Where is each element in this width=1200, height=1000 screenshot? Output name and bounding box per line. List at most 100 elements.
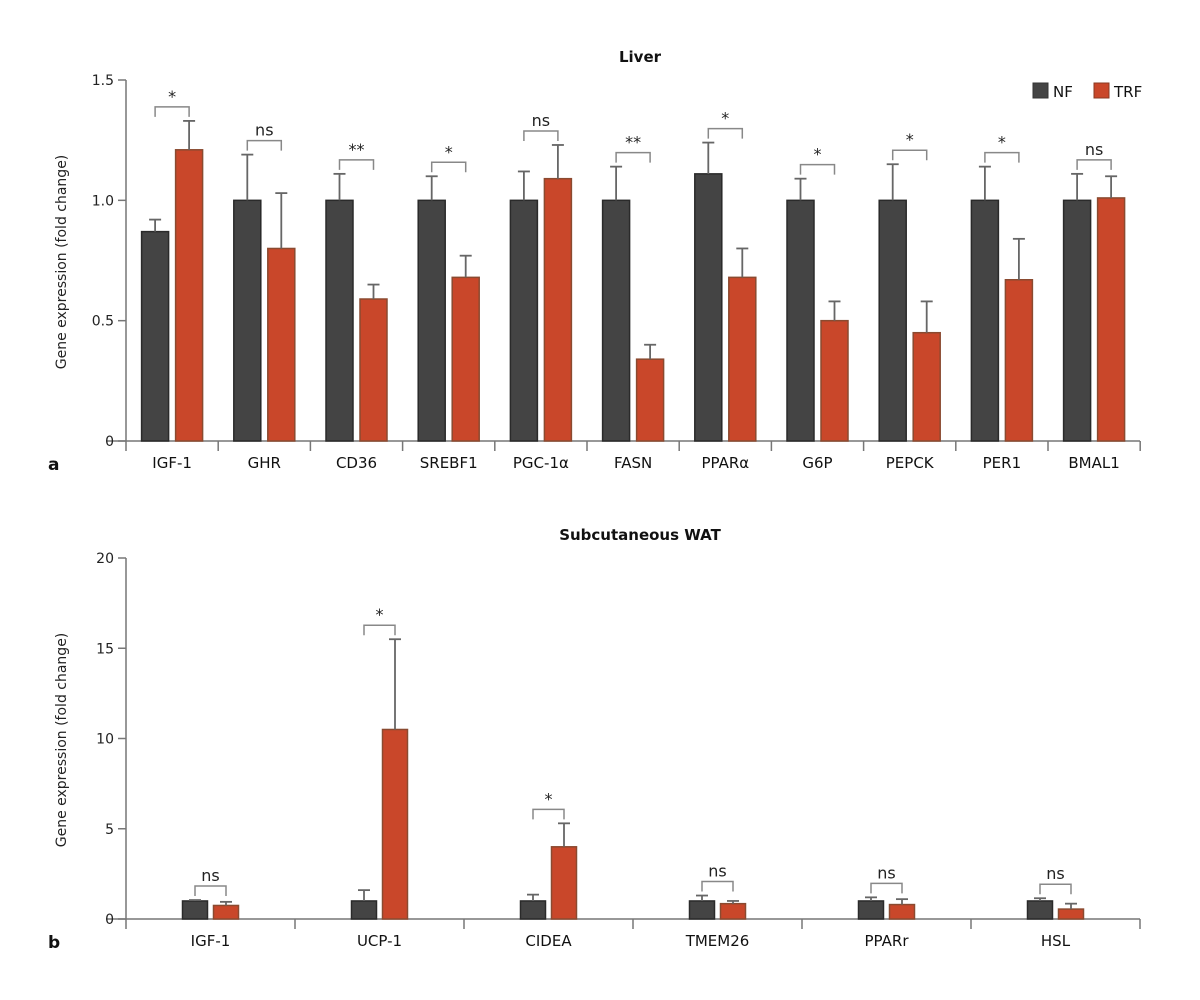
bar-trf bbox=[719, 902, 747, 920]
legend-label-trf: TRF bbox=[1113, 83, 1142, 101]
significance-label: ** bbox=[625, 133, 641, 152]
bar-nf bbox=[325, 199, 354, 442]
significance-label: ns bbox=[1085, 140, 1103, 159]
bar-nf bbox=[970, 199, 1000, 442]
significance-label: * bbox=[721, 109, 729, 128]
x-tick-label: CIDEA bbox=[525, 932, 572, 950]
significance-label: ns bbox=[201, 866, 219, 885]
x-tick-label: UCP-1 bbox=[357, 932, 402, 950]
y-tick-label: 0.5 bbox=[92, 314, 114, 330]
bar-trf bbox=[267, 247, 296, 442]
y-tick-label: 0 bbox=[105, 434, 114, 450]
chart-title: Subcutaneous WAT bbox=[559, 526, 721, 544]
bar-trf bbox=[212, 904, 240, 920]
x-tick-label: GHR bbox=[248, 454, 281, 472]
bar-nf bbox=[181, 900, 209, 920]
y-tick-label: 15 bbox=[96, 641, 114, 657]
significance-label: ns bbox=[708, 862, 726, 881]
y-tick-label: 0 bbox=[105, 912, 114, 928]
x-tick-label: FASN bbox=[614, 454, 652, 472]
significance-bracket bbox=[338, 159, 375, 170]
significance-label: ns bbox=[877, 863, 895, 882]
significance-bracket bbox=[799, 163, 836, 175]
bar-trf bbox=[381, 728, 409, 920]
bar-nf bbox=[1062, 199, 1092, 442]
significance-bracket bbox=[523, 130, 559, 141]
bar-nf bbox=[786, 199, 815, 442]
bar-nf bbox=[519, 900, 547, 920]
bar-trf bbox=[174, 149, 204, 442]
chart-subcutaneous-wat: Subcutaneous WAT Gene expression (fold c… bbox=[48, 526, 1141, 953]
y-tick-label: 20 bbox=[96, 551, 114, 567]
significance-bracket bbox=[984, 151, 1020, 163]
bar-trf bbox=[728, 276, 757, 442]
bar-nf bbox=[1026, 900, 1054, 920]
bar-trf bbox=[912, 331, 941, 442]
x-tick-label: PPARα bbox=[701, 454, 749, 472]
significance-label: ** bbox=[349, 140, 365, 159]
significance-bracket bbox=[430, 161, 467, 173]
bar-trf bbox=[543, 177, 573, 442]
bar-nf bbox=[878, 199, 907, 442]
x-tick-label: BMAL1 bbox=[1068, 454, 1119, 472]
significance-label: * bbox=[376, 605, 384, 624]
significance-bracket bbox=[1076, 159, 1112, 170]
significance-bracket bbox=[532, 808, 565, 820]
x-tick-label: TMEM26 bbox=[685, 932, 750, 950]
significance-bracket bbox=[701, 880, 734, 892]
x-tick-label: G6P bbox=[802, 454, 832, 472]
bar-nf bbox=[417, 199, 446, 442]
bar-nf bbox=[140, 230, 170, 442]
significance-label: * bbox=[814, 145, 822, 164]
significance-label: ns bbox=[532, 111, 550, 130]
bar-nf bbox=[509, 199, 539, 442]
significance-bracket bbox=[891, 149, 928, 161]
bar-trf bbox=[888, 903, 916, 920]
bar-nf bbox=[688, 900, 716, 920]
legend-swatch-trf bbox=[1093, 82, 1110, 99]
bar-trf bbox=[359, 298, 388, 442]
legend-label-nf: NF bbox=[1053, 83, 1073, 101]
bar-nf bbox=[694, 173, 723, 442]
bar-nf bbox=[350, 900, 378, 920]
x-tick-label: PEPCK bbox=[886, 454, 935, 472]
bar-nf bbox=[233, 199, 262, 442]
significance-bracket bbox=[194, 885, 227, 897]
bar-trf bbox=[1057, 908, 1085, 920]
x-tick-label: SREBF1 bbox=[420, 454, 478, 472]
legend-swatch-nf bbox=[1032, 82, 1049, 99]
significance-label: * bbox=[906, 130, 914, 149]
x-tick-label: IGF-1 bbox=[152, 454, 192, 472]
y-tick-label: 5 bbox=[105, 822, 114, 838]
significance-label: * bbox=[168, 87, 176, 106]
panel-label: a bbox=[48, 455, 59, 475]
x-tick-label: PPARr bbox=[865, 932, 910, 950]
legend: NF TRF bbox=[1032, 82, 1142, 101]
bar-trf bbox=[1096, 197, 1126, 442]
significance-bracket bbox=[363, 624, 396, 636]
x-tick-label: CD36 bbox=[336, 454, 377, 472]
chart-title: Liver bbox=[619, 48, 662, 66]
significance-bracket bbox=[870, 882, 903, 894]
significance-bracket bbox=[246, 139, 283, 151]
bar-trf bbox=[820, 319, 849, 442]
significance-label: ns bbox=[255, 121, 273, 140]
significance-label: * bbox=[545, 789, 553, 808]
significance-bracket bbox=[154, 106, 190, 117]
y-tick-label: 1.5 bbox=[92, 73, 114, 89]
bar-trf bbox=[451, 276, 480, 442]
bar-nf bbox=[857, 900, 885, 920]
x-tick-label: IGF-1 bbox=[191, 932, 231, 950]
y-axis-label: Gene expression (fold change) bbox=[54, 633, 70, 848]
bar-nf bbox=[601, 199, 631, 442]
significance-bracket bbox=[1039, 883, 1072, 895]
y-tick-label: 10 bbox=[96, 732, 114, 748]
significance-bracket bbox=[707, 127, 744, 139]
x-tick-label: PGC-1α bbox=[513, 454, 569, 472]
y-tick-label: 1.0 bbox=[92, 193, 114, 209]
bar-trf bbox=[635, 358, 665, 442]
x-tick-label: HSL bbox=[1041, 932, 1071, 950]
significance-label: ns bbox=[1046, 864, 1064, 883]
y-axis-label: Gene expression (fold change) bbox=[54, 155, 70, 370]
